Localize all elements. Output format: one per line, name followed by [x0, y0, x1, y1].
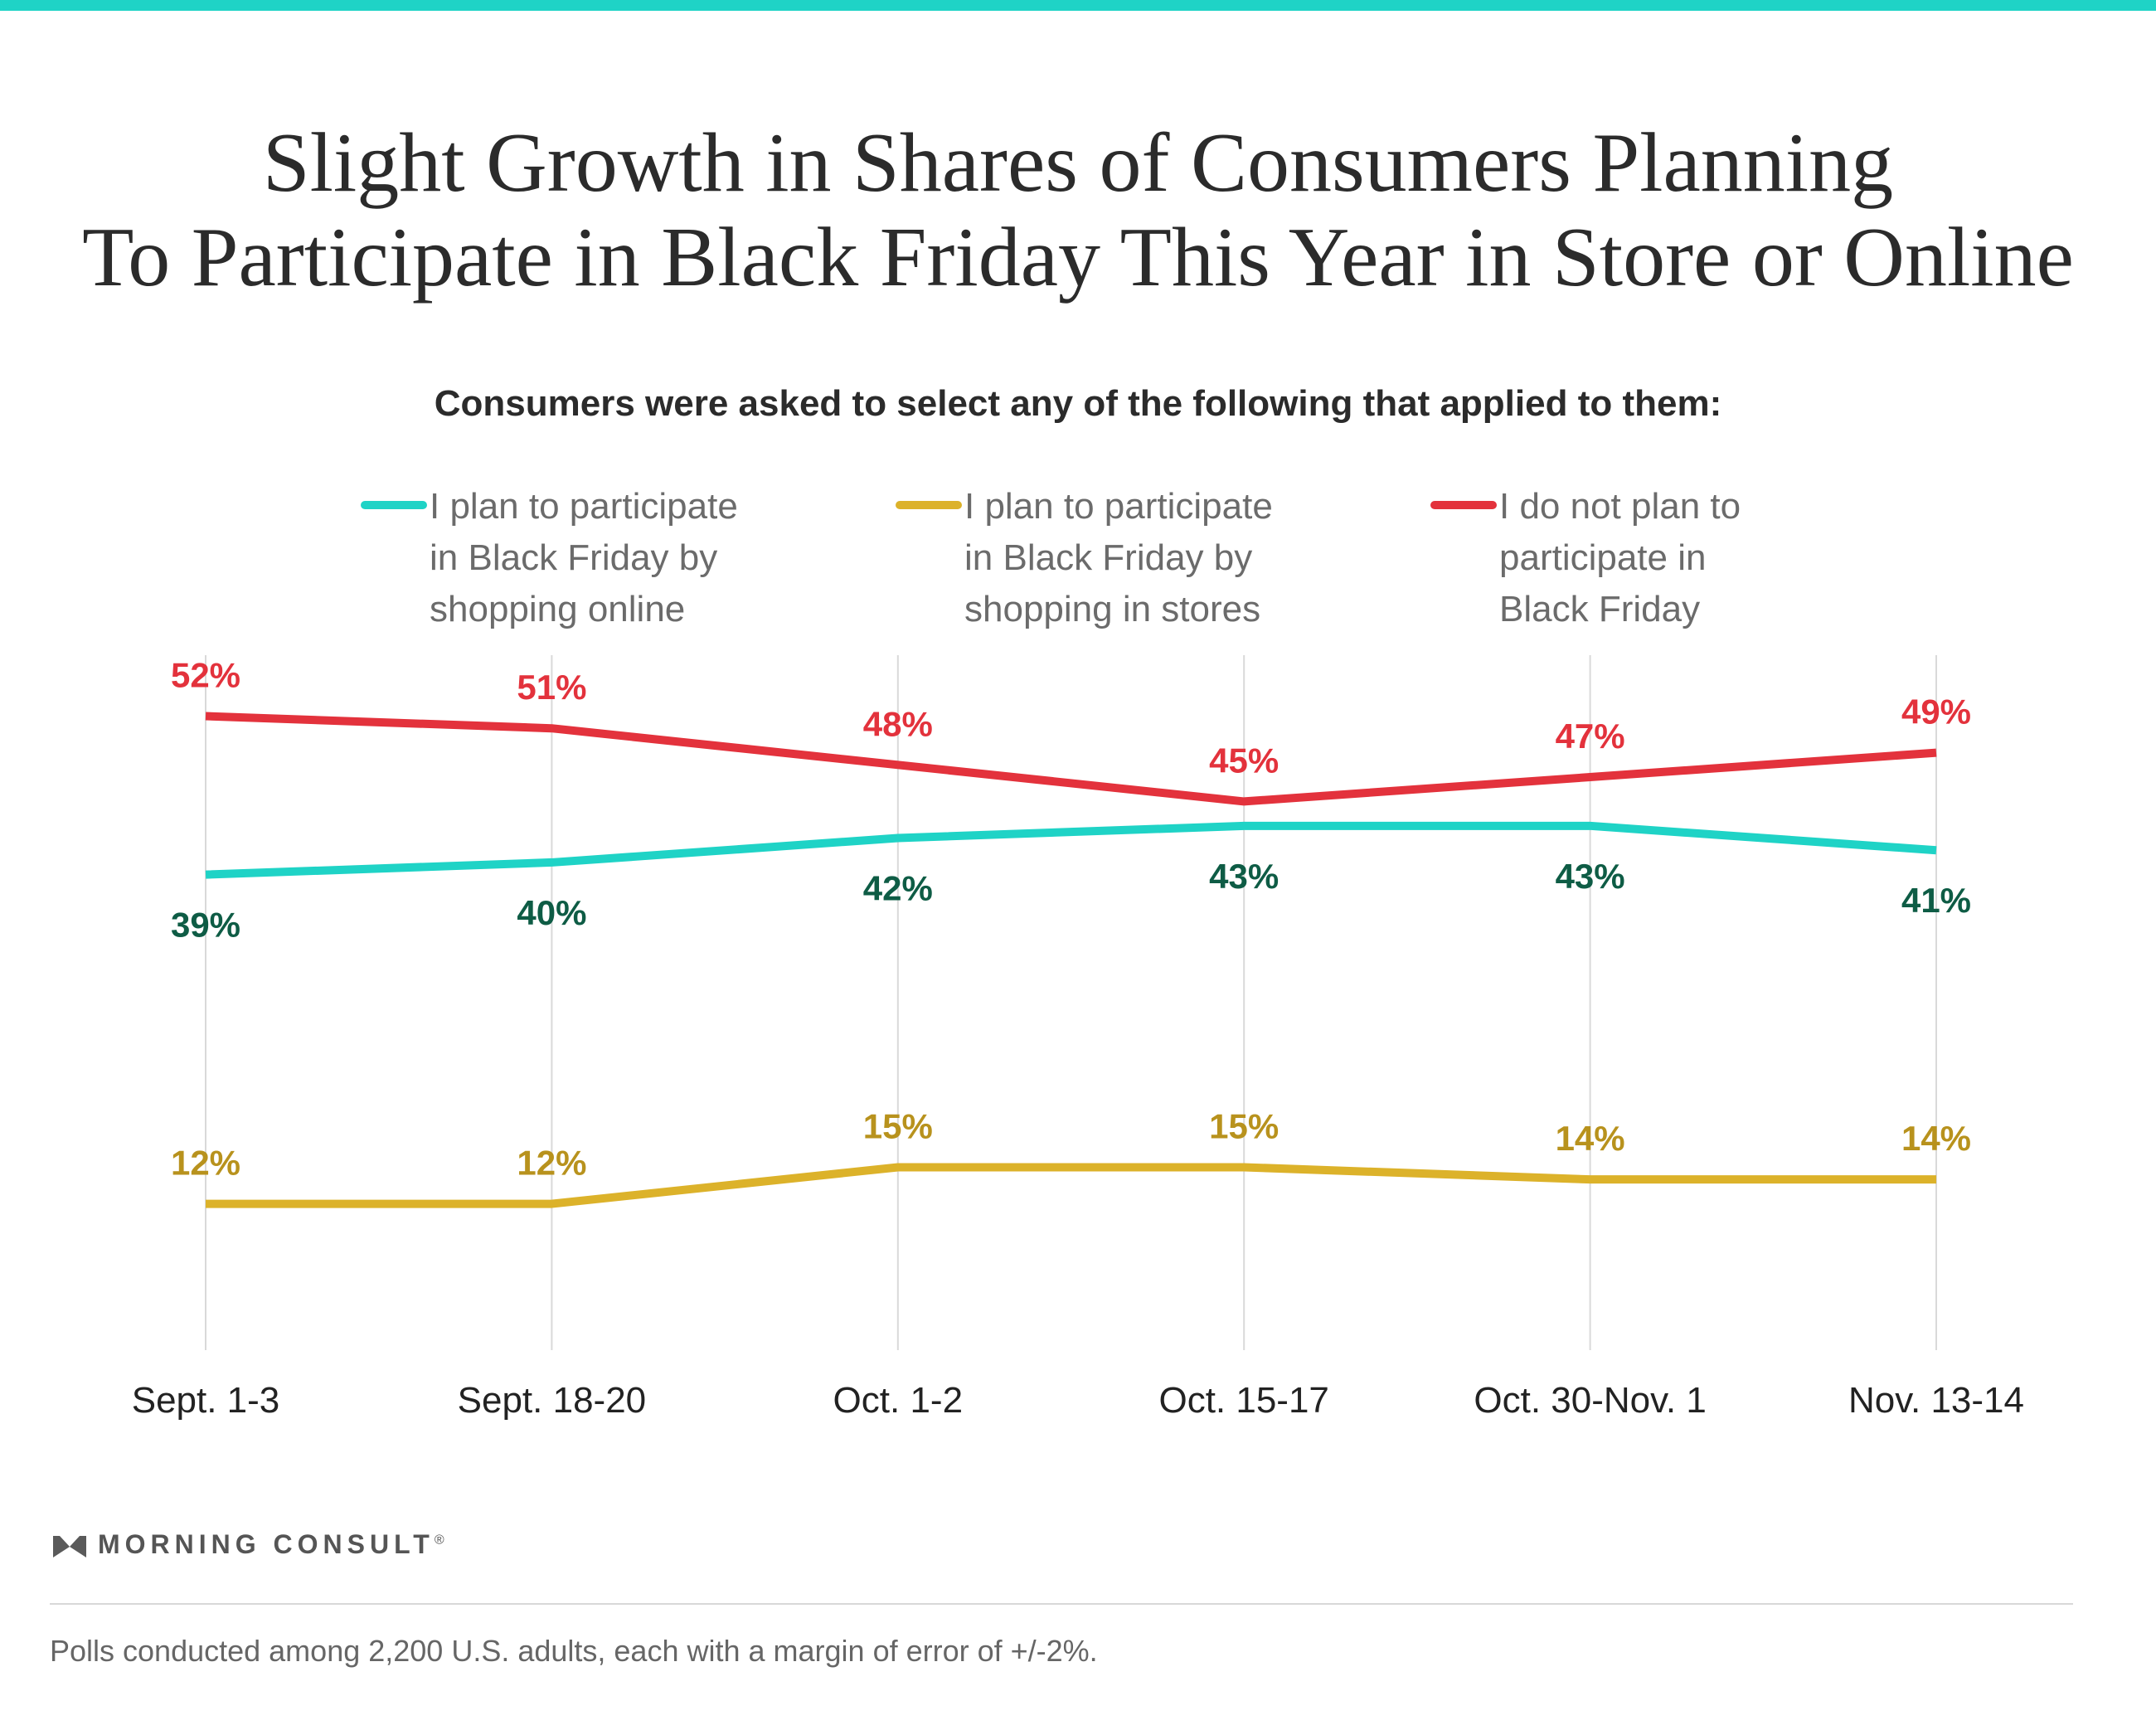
legend-label-stores: I plan to participate in Black Friday by…: [964, 481, 1354, 635]
chart-title-line-2: To Participate in Black Friday This Year…: [82, 211, 2074, 304]
value-label-stores: 15%: [863, 1106, 933, 1145]
x-tick-label: Sept. 18-20: [458, 1380, 647, 1421]
value-label-online: 40%: [517, 893, 586, 932]
value-label-stores: 12%: [171, 1144, 240, 1183]
value-label-online: 43%: [1556, 857, 1625, 896]
value-label-online: 39%: [171, 906, 240, 945]
value-label-stores: 14%: [1901, 1119, 1971, 1158]
legend-label-not-plan-line-1: I do not plan to: [1499, 486, 1741, 527]
value-label-not-plan: 48%: [863, 704, 933, 743]
footnote: Polls conducted among 2,200 U.S. adults,…: [50, 1634, 1098, 1668]
x-tick-label: Oct. 30-Nov. 1: [1474, 1380, 1706, 1421]
legend-label-online-line-3: shopping online: [430, 589, 686, 629]
value-label-online: 42%: [863, 869, 933, 908]
top-accent-bar: [0, 0, 2156, 11]
x-tick-label: Sept. 1-3: [132, 1380, 280, 1421]
chart-subtitle: Consumers were asked to select any of th…: [434, 383, 1722, 424]
series-line-not-plan: [205, 712, 1937, 806]
brand-name-text: MORNING CONSULT: [98, 1529, 435, 1559]
legend-label-stores-line-1: I plan to participate: [964, 486, 1273, 527]
legend-label-online: I plan to participate in Black Friday by…: [430, 481, 819, 635]
line-chart: 39% 40% 42% 43% 43% 41% 12% 12% 15% 15% 14% 14% 52% 5…: [132, 655, 2024, 1421]
brand-name: MORNING CONSULT®: [98, 1529, 444, 1560]
value-label-stores: 14%: [1556, 1119, 1625, 1158]
legend-label-not-plan-line-2: participate in: [1499, 537, 1707, 578]
chart-title-line-1: Slight Growth in Shares of Consumers Pla…: [262, 116, 1894, 210]
series-line-stores: [206, 1163, 1936, 1208]
value-label-online: 41%: [1901, 881, 1971, 920]
morning-consult-logo-icon: [53, 1536, 86, 1557]
legend-label-stores-line-2: in Black Friday by: [964, 537, 1253, 578]
value-label-online: 43%: [1209, 857, 1279, 896]
brand-registered-mark: ®: [434, 1533, 444, 1548]
value-labels: 39% 40% 42% 43% 43% 41% 12% 12% 15% 15% 14% 14% 52% 5…: [171, 656, 1971, 1183]
value-label-stores: 12%: [517, 1144, 586, 1183]
series-line-online: [205, 821, 1937, 879]
legend-label-not-plan: I do not plan to participate in Black Fr…: [1499, 481, 1889, 635]
legend-label-not-plan-line-3: Black Friday: [1499, 589, 1701, 629]
x-axis: Sept. 1-3 Sept. 18-20 Oct. 1-2 Oct. 15-17 Oc…: [132, 1380, 2024, 1421]
legend-label-online-line-1: I plan to participate: [430, 486, 738, 527]
legend-swatch-online: [361, 501, 427, 509]
legend-label-online-line-2: in Black Friday by: [430, 537, 718, 578]
legend-swatch-stores: [896, 501, 962, 509]
legend-label-stores-line-3: shopping in stores: [964, 589, 1261, 629]
footer-divider: [50, 1603, 2073, 1605]
value-label-not-plan: 47%: [1556, 717, 1625, 756]
value-label-not-plan: 51%: [517, 668, 586, 707]
value-label-stores: 15%: [1209, 1106, 1279, 1145]
gridlines: [205, 655, 1937, 1350]
x-tick-label: Nov. 13-14: [1848, 1380, 2024, 1421]
x-tick-label: Oct. 15-17: [1158, 1380, 1328, 1421]
chart-title: Slight Growth in Shares of Consumers Pla…: [0, 116, 2156, 305]
x-tick-label: Oct. 1-2: [833, 1380, 964, 1421]
legend-swatch-not-plan: [1430, 501, 1497, 509]
value-label-not-plan: 52%: [171, 656, 240, 695]
value-label-not-plan: 49%: [1901, 692, 1971, 731]
series-lines: [205, 712, 1937, 1208]
value-label-not-plan: 45%: [1209, 741, 1279, 780]
